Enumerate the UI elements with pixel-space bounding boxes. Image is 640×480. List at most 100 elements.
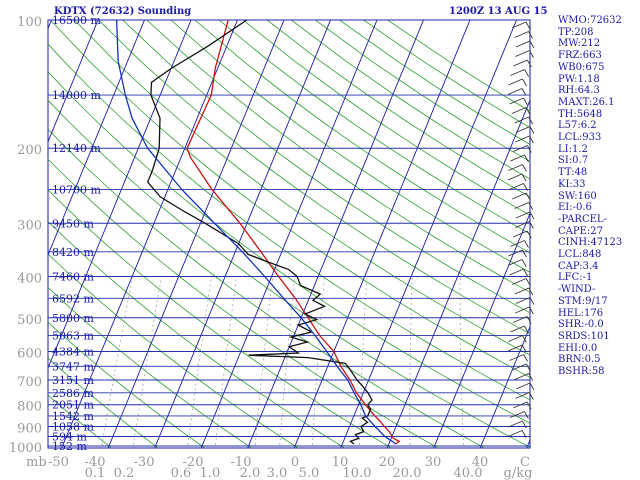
wind-barb (507, 173, 523, 181)
wind-barb (508, 164, 523, 171)
wind-barb-flag (523, 268, 528, 277)
dry-adiabat (48, 394, 113, 448)
height-tick-label: 2586 m (52, 387, 94, 400)
dry-adiabat (50, 20, 530, 378)
index-item: MAXT:26.1 (558, 96, 615, 108)
wind-barb (508, 78, 523, 86)
mixing-ratio-tick-label: 20.0 (393, 466, 422, 480)
index-item: LCL:933 (558, 132, 602, 144)
index-item: TH:5648 (558, 108, 603, 120)
index-item: WB0:675 (558, 61, 605, 73)
wind-barb (510, 240, 525, 247)
mixing-ratio-tick-label: 0.2 (114, 466, 135, 480)
isotherm (107, 20, 285, 448)
index-item: LFC:-1 (558, 272, 593, 284)
dry-adiabat (74, 20, 530, 356)
thermo-grid (48, 20, 530, 448)
height-tick-label: 9450 m (52, 217, 94, 230)
wind-barb (511, 192, 527, 200)
index-item: LCL:848 (558, 249, 602, 261)
index-item: STM:9/17 (558, 295, 608, 307)
isotherm (48, 20, 192, 370)
index-item: BRN:0.5 (558, 354, 601, 366)
pressure-tick-label: 400 (17, 271, 42, 286)
wind-barb-flag (529, 40, 535, 49)
wind-barb-flag (522, 164, 527, 172)
temperature-tick-label: 0 (291, 455, 299, 470)
mixing-ratio-tick-label: 1.0 (200, 466, 221, 480)
wind-barbs (507, 21, 535, 438)
dry-adiabat (122, 20, 530, 314)
dry-adiabat (48, 321, 206, 448)
dry-adiabat (218, 20, 530, 235)
wind-barb (515, 382, 531, 390)
height-tick-label: 14000 m (52, 89, 101, 102)
mixing-ratio-tick-label: 2.0 (240, 466, 261, 480)
temperature-tick-label: 10 (332, 455, 349, 470)
time-label: 1200Z 13 AUG 15 (449, 6, 547, 17)
height-tick-label: 594 m (52, 431, 87, 444)
wind-barb (514, 31, 529, 38)
dry-adiabat (194, 20, 530, 254)
wind-barb (514, 116, 529, 124)
wind-barb-flag (528, 306, 534, 315)
wind-barb (513, 230, 528, 238)
wind-barb (515, 40, 531, 48)
wind-barb-flag (529, 50, 534, 58)
wind-barb-flag (526, 316, 532, 324)
wind-barb (507, 88, 523, 95)
height-tick-label: 6592 m (52, 292, 94, 305)
wind-barb-flag (521, 173, 527, 182)
mixing-ratio-tick-label: 3.0 (267, 466, 288, 480)
dry-adiabat (48, 220, 346, 448)
wind-barb (507, 344, 523, 352)
wind-barb (512, 278, 527, 285)
index-item: CINH:47123 (558, 237, 623, 249)
wind-barb (507, 430, 523, 437)
index-item: L57:6.2 (558, 120, 597, 132)
wind-barb (515, 135, 530, 143)
isotherm (48, 20, 145, 257)
dry-adiabat (98, 20, 530, 335)
wind-barb-flag (523, 411, 529, 419)
temperature-tick-label: -30 (134, 455, 155, 470)
isotherm (61, 20, 238, 448)
wind-barb-flag (524, 69, 529, 77)
wind-barb-flag (529, 297, 535, 305)
mixing-ratio-line (132, 276, 162, 448)
wind-barb-flag (529, 126, 535, 134)
mixing-ratio-tick-label: 0.6 (171, 466, 192, 480)
isotherm (340, 20, 517, 448)
mixing-ratio-tick-label: 40.0 (454, 466, 483, 480)
wind-barb (514, 373, 529, 380)
temperature-tick-label: 40 (472, 455, 489, 470)
height-tick-label: 2051 m (52, 399, 94, 412)
wind-barb-flag (522, 249, 527, 258)
pressure-tick-label: 900 (17, 422, 42, 437)
dry-adiabat (146, 20, 530, 293)
wind-barb (510, 325, 525, 333)
wind-barb-flag (525, 107, 531, 115)
mixing-ratio-line (100, 276, 133, 448)
isotherm (293, 20, 471, 448)
wind-barb-flag (528, 287, 534, 296)
index-item: CAPE:27 (558, 225, 603, 237)
height-tick-label: 4384 m (52, 345, 94, 358)
pressure-tick-label: 200 (17, 143, 42, 158)
pressure-tick-label: 800 (17, 400, 42, 415)
index-item: WMO:72632 (558, 15, 622, 26)
wind-barb-flag (523, 97, 528, 106)
wind-barb (508, 420, 523, 428)
wind-barb-flag (522, 335, 527, 343)
temperature-tick-label: -10 (231, 455, 252, 470)
wind-barb-flag (528, 202, 534, 210)
wind-barb (513, 145, 528, 152)
mixing-ratio-line (279, 276, 296, 448)
mixing-ratio-line (187, 276, 212, 448)
height-tick-label: 152 m (52, 440, 87, 453)
wind-barb (508, 335, 523, 342)
index-item: MW:212 (558, 38, 601, 50)
dry-adiabat (170, 20, 530, 273)
height-tick-label: 3747 m (52, 360, 94, 373)
